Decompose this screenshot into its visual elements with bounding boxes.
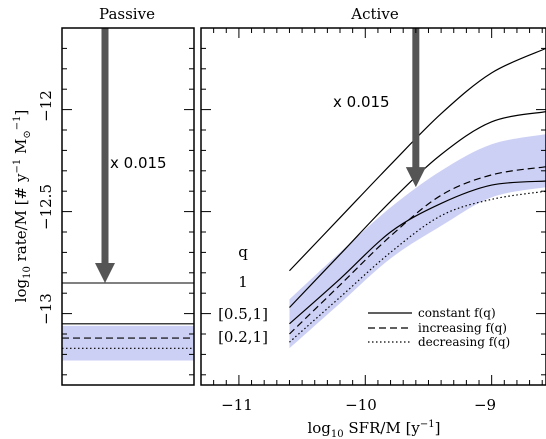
legend-label-constant: constant f(q) xyxy=(418,306,496,320)
y-tick-labels: −13 −12.5 −12 xyxy=(37,90,55,325)
x-tick-label-minus9: −9 xyxy=(474,396,496,414)
passive-arrow-head xyxy=(95,263,115,283)
y-tick-label-minus13: −13 xyxy=(37,293,55,325)
legend-label-increasing: increasing f(q) xyxy=(418,321,507,335)
passive-panel-title: Passive xyxy=(99,5,155,23)
active-panel: x 0.015 q 1 [0.5,1] [0.2,1] constant f(q… xyxy=(200,27,546,386)
passive-ticks-group xyxy=(62,27,194,376)
x-tick-label-minus10: −10 xyxy=(345,396,377,414)
x-tick-label-minus11: −11 xyxy=(221,396,253,414)
y-tick-label-minus12: −12 xyxy=(37,90,55,122)
q-header-label: q xyxy=(238,243,248,261)
passive-shaded-band xyxy=(62,325,194,361)
passive-lines-group xyxy=(62,282,194,349)
y-tick-label-minus12.5: −12.5 xyxy=(37,184,55,230)
passive-arrow-group xyxy=(95,28,115,283)
q-label-1: 1 xyxy=(238,273,248,291)
passive-frame xyxy=(61,27,195,386)
x-tick-labels: −11 −10 −9 xyxy=(221,396,496,414)
legend: constant f(q) increasing f(q) decreasing… xyxy=(368,306,510,349)
passive-panel: x 0.015 xyxy=(61,27,195,386)
passive-band-group xyxy=(62,325,194,361)
q-label-0.2-1: [0.2,1] xyxy=(218,328,268,346)
active-scale-annotation: x 0.015 xyxy=(333,93,390,111)
active-arrow-head xyxy=(405,167,426,188)
passive-scale-annotation: x 0.015 xyxy=(110,154,167,172)
active-series-line-4 xyxy=(289,190,546,343)
active-series-line-1 xyxy=(289,111,546,308)
y-axis-label: log10 rate/M [# y−1 M⊙−1] xyxy=(12,110,33,303)
active-arrow-group xyxy=(405,28,426,188)
active-frame xyxy=(200,27,546,386)
active-series-line-3 xyxy=(289,166,546,335)
x-axis-label: log10 SFR/M [y−1] xyxy=(307,419,440,439)
legend-label-decreasing: decreasing f(q) xyxy=(418,335,510,349)
active-panel-title: Active xyxy=(350,5,399,23)
q-label-0.5-1: [0.5,1] xyxy=(218,305,268,323)
